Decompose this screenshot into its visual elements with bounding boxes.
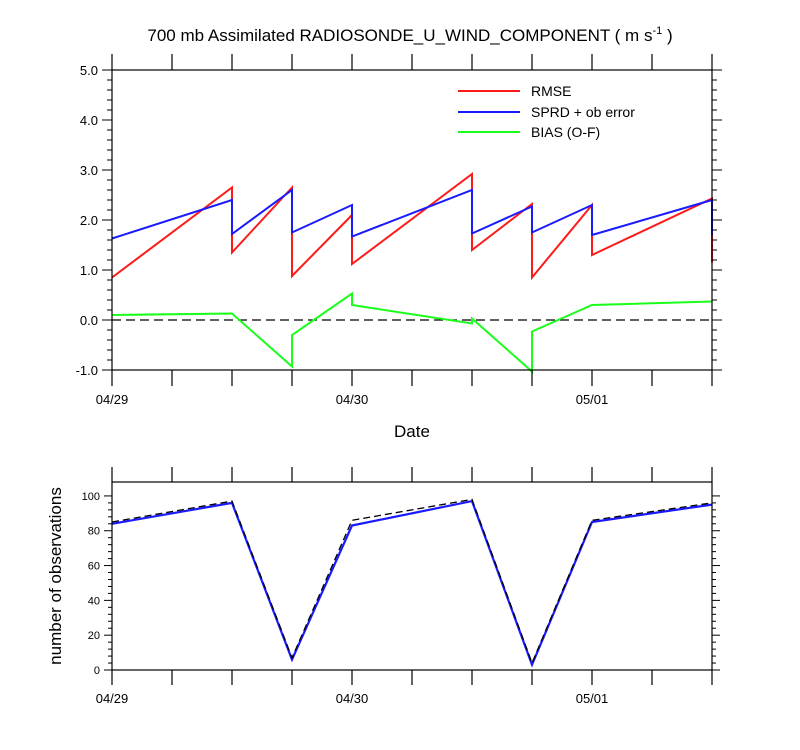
top-axis-ticks: -1.0 0.0 1.0 2.0 3.0 4.0 5.0 04/29 04/30 05/01 <box>76 54 722 407</box>
obs-y-tick-label: 100 <box>82 491 100 503</box>
legend-label-bias: BIAS (O-F) <box>531 124 600 140</box>
top-series-layer <box>111 172 713 374</box>
obs-y-tick-label: 80 <box>88 526 100 538</box>
x-tick-label: 05/01 <box>576 392 609 407</box>
obs-x-tick-label: 05/01 <box>576 691 609 706</box>
y-axis-title-observations: number of observations <box>46 487 65 665</box>
x-tick-label: 04/30 <box>336 392 369 407</box>
y-tick-label: 3.0 <box>80 163 98 178</box>
bottom-series-layer <box>111 498 713 668</box>
y-tick-label: 4.0 <box>80 113 98 128</box>
y-tick-label: 1.0 <box>80 263 98 278</box>
obs-y-tick-label: 60 <box>88 561 100 573</box>
obs-x-tick-label: 04/29 <box>96 691 129 706</box>
y-tick-label: 5.0 <box>80 63 98 78</box>
series-line-sprd <box>111 188 713 240</box>
obs-x-tick-label: 04/30 <box>336 691 369 706</box>
x-axis-title: Date <box>394 422 430 441</box>
y-tick-label: 0.0 <box>80 313 98 328</box>
obs-line-possible <box>111 498 713 665</box>
chart-title: 700 mb Assimilated RADIOSONDE_U_WIND_COM… <box>147 25 672 45</box>
series-line-rmse <box>111 172 713 281</box>
obs-line-used <box>111 499 713 668</box>
series-line-bias <box>111 291 713 374</box>
y-tick-label: -1.0 <box>76 363 98 378</box>
legend-label-rmse: RMSE <box>531 83 571 99</box>
title-superscript: -1 <box>652 25 662 37</box>
legend: RMSE SPRD + ob error BIAS (O-F) <box>458 83 635 140</box>
x-tick-label: 04/29 <box>96 392 129 407</box>
y-tick-label: 2.0 <box>80 213 98 228</box>
obs-y-tick-label: 40 <box>88 595 100 607</box>
bottom-axis-ticks: 0 20 40 60 80 100 04/29 04/30 05/01 <box>82 467 720 706</box>
legend-label-sprd: SPRD + ob error <box>531 104 635 120</box>
obs-y-tick-label: 20 <box>88 630 100 642</box>
obs-y-tick-label: 0 <box>94 665 100 677</box>
